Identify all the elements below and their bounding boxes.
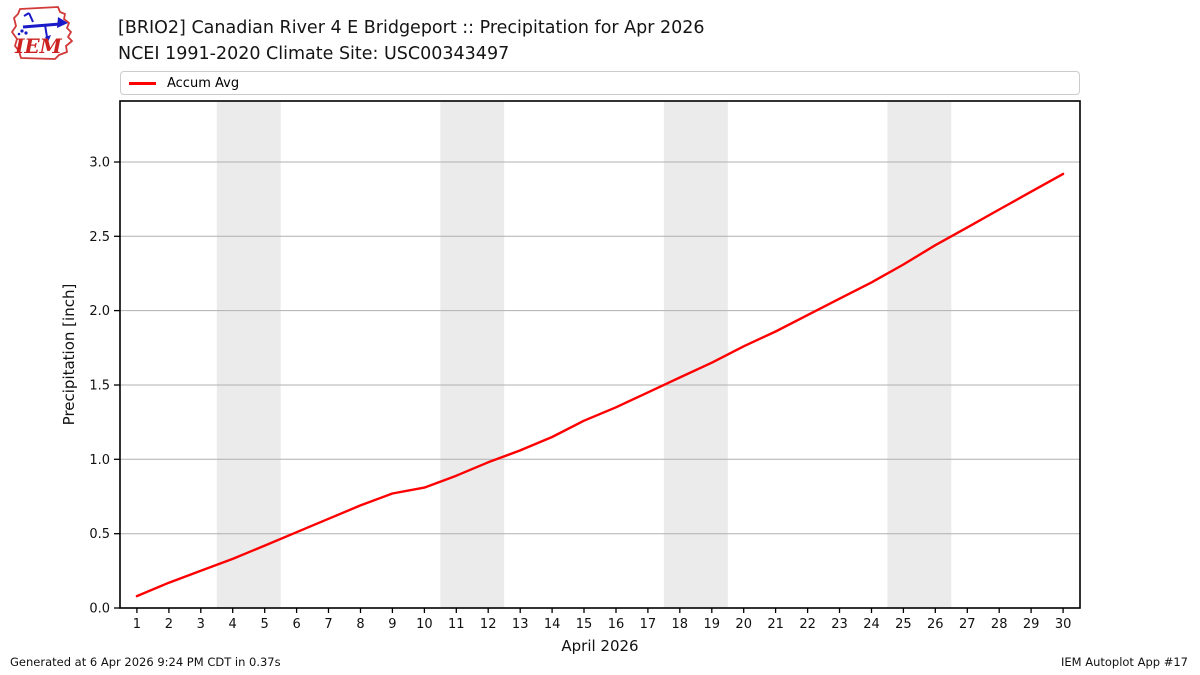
svg-text:8: 8 — [356, 617, 364, 632]
svg-text:15: 15 — [576, 617, 593, 632]
svg-text:3.0: 3.0 — [89, 156, 110, 171]
svg-text:14: 14 — [544, 617, 561, 632]
legend: Accum Avg — [120, 71, 1080, 95]
iem-logo-text: IEM — [14, 34, 63, 58]
svg-text:5: 5 — [261, 617, 269, 632]
svg-text:1.5: 1.5 — [89, 379, 110, 394]
app-credit: IEM Autoplot App #17 — [1060, 655, 1188, 669]
svg-text:12: 12 — [480, 617, 497, 632]
svg-text:19: 19 — [704, 617, 721, 632]
svg-text:11: 11 — [448, 617, 465, 632]
svg-text:7: 7 — [324, 617, 332, 632]
x-axis: 1 2 3 4 5 6 7 8 9 10 11 12 13 14 15 16 17 18 19 20 21 22 23 24 2… — [133, 608, 1072, 632]
svg-text:24: 24 — [863, 617, 880, 632]
svg-text:30: 30 — [1055, 617, 1072, 632]
svg-text:22: 22 — [799, 617, 816, 632]
svg-text:25: 25 — [895, 617, 912, 632]
svg-text:1: 1 — [133, 617, 141, 632]
svg-text:10: 10 — [416, 617, 433, 632]
svg-text:2.5: 2.5 — [89, 230, 110, 245]
svg-text:1.0: 1.0 — [89, 453, 110, 468]
y-axis-label: Precipitation [inch] — [60, 284, 78, 426]
svg-text:9: 9 — [388, 617, 396, 632]
chart-title: [BRIO2] Canadian River 4 E Bridgeport ::… — [118, 18, 705, 38]
svg-text:17: 17 — [640, 617, 657, 632]
weekend-bands — [216, 101, 952, 608]
svg-text:20: 20 — [735, 617, 752, 632]
svg-text:3: 3 — [197, 617, 205, 632]
x-axis-label: April 2026 — [561, 637, 638, 655]
y-gridlines — [120, 161, 1080, 535]
svg-text:0.0: 0.0 — [89, 602, 110, 617]
chart-title-block: [BRIO2] Canadian River 4 E Bridgeport ::… — [118, 15, 705, 67]
iem-logo: IEM — [11, 6, 73, 60]
legend-label: Accum Avg — [167, 75, 240, 91]
svg-text:2.0: 2.0 — [89, 304, 110, 319]
svg-text:23: 23 — [831, 617, 848, 632]
svg-text:29: 29 — [1023, 617, 1040, 632]
chart-subtitle: NCEI 1991-2020 Climate Site: USC00343497 — [118, 44, 510, 64]
svg-text:4: 4 — [229, 617, 237, 632]
plot-border — [119, 100, 1081, 609]
svg-text:26: 26 — [927, 617, 944, 632]
svg-text:6: 6 — [292, 617, 300, 632]
svg-text:27: 27 — [959, 617, 976, 632]
weather-vane-icon — [17, 12, 68, 42]
svg-text:2: 2 — [165, 617, 173, 632]
svg-text:28: 28 — [991, 617, 1008, 632]
svg-text:13: 13 — [512, 617, 529, 632]
generated-timestamp: Generated at 6 Apr 2026 9:24 PM CDT in 0… — [10, 655, 281, 669]
accum-avg-line — [135, 172, 1065, 598]
legend-line-swatch — [129, 81, 156, 85]
y-axis: 0.0 0.5 1.0 1.5 2.0 2.5 3.0 — [89, 156, 120, 617]
iowa-outline-icon — [11, 6, 73, 60]
svg-text:0.5: 0.5 — [89, 527, 110, 542]
svg-text:16: 16 — [608, 617, 625, 632]
svg-text:21: 21 — [767, 617, 784, 632]
svg-text:18: 18 — [672, 617, 689, 632]
